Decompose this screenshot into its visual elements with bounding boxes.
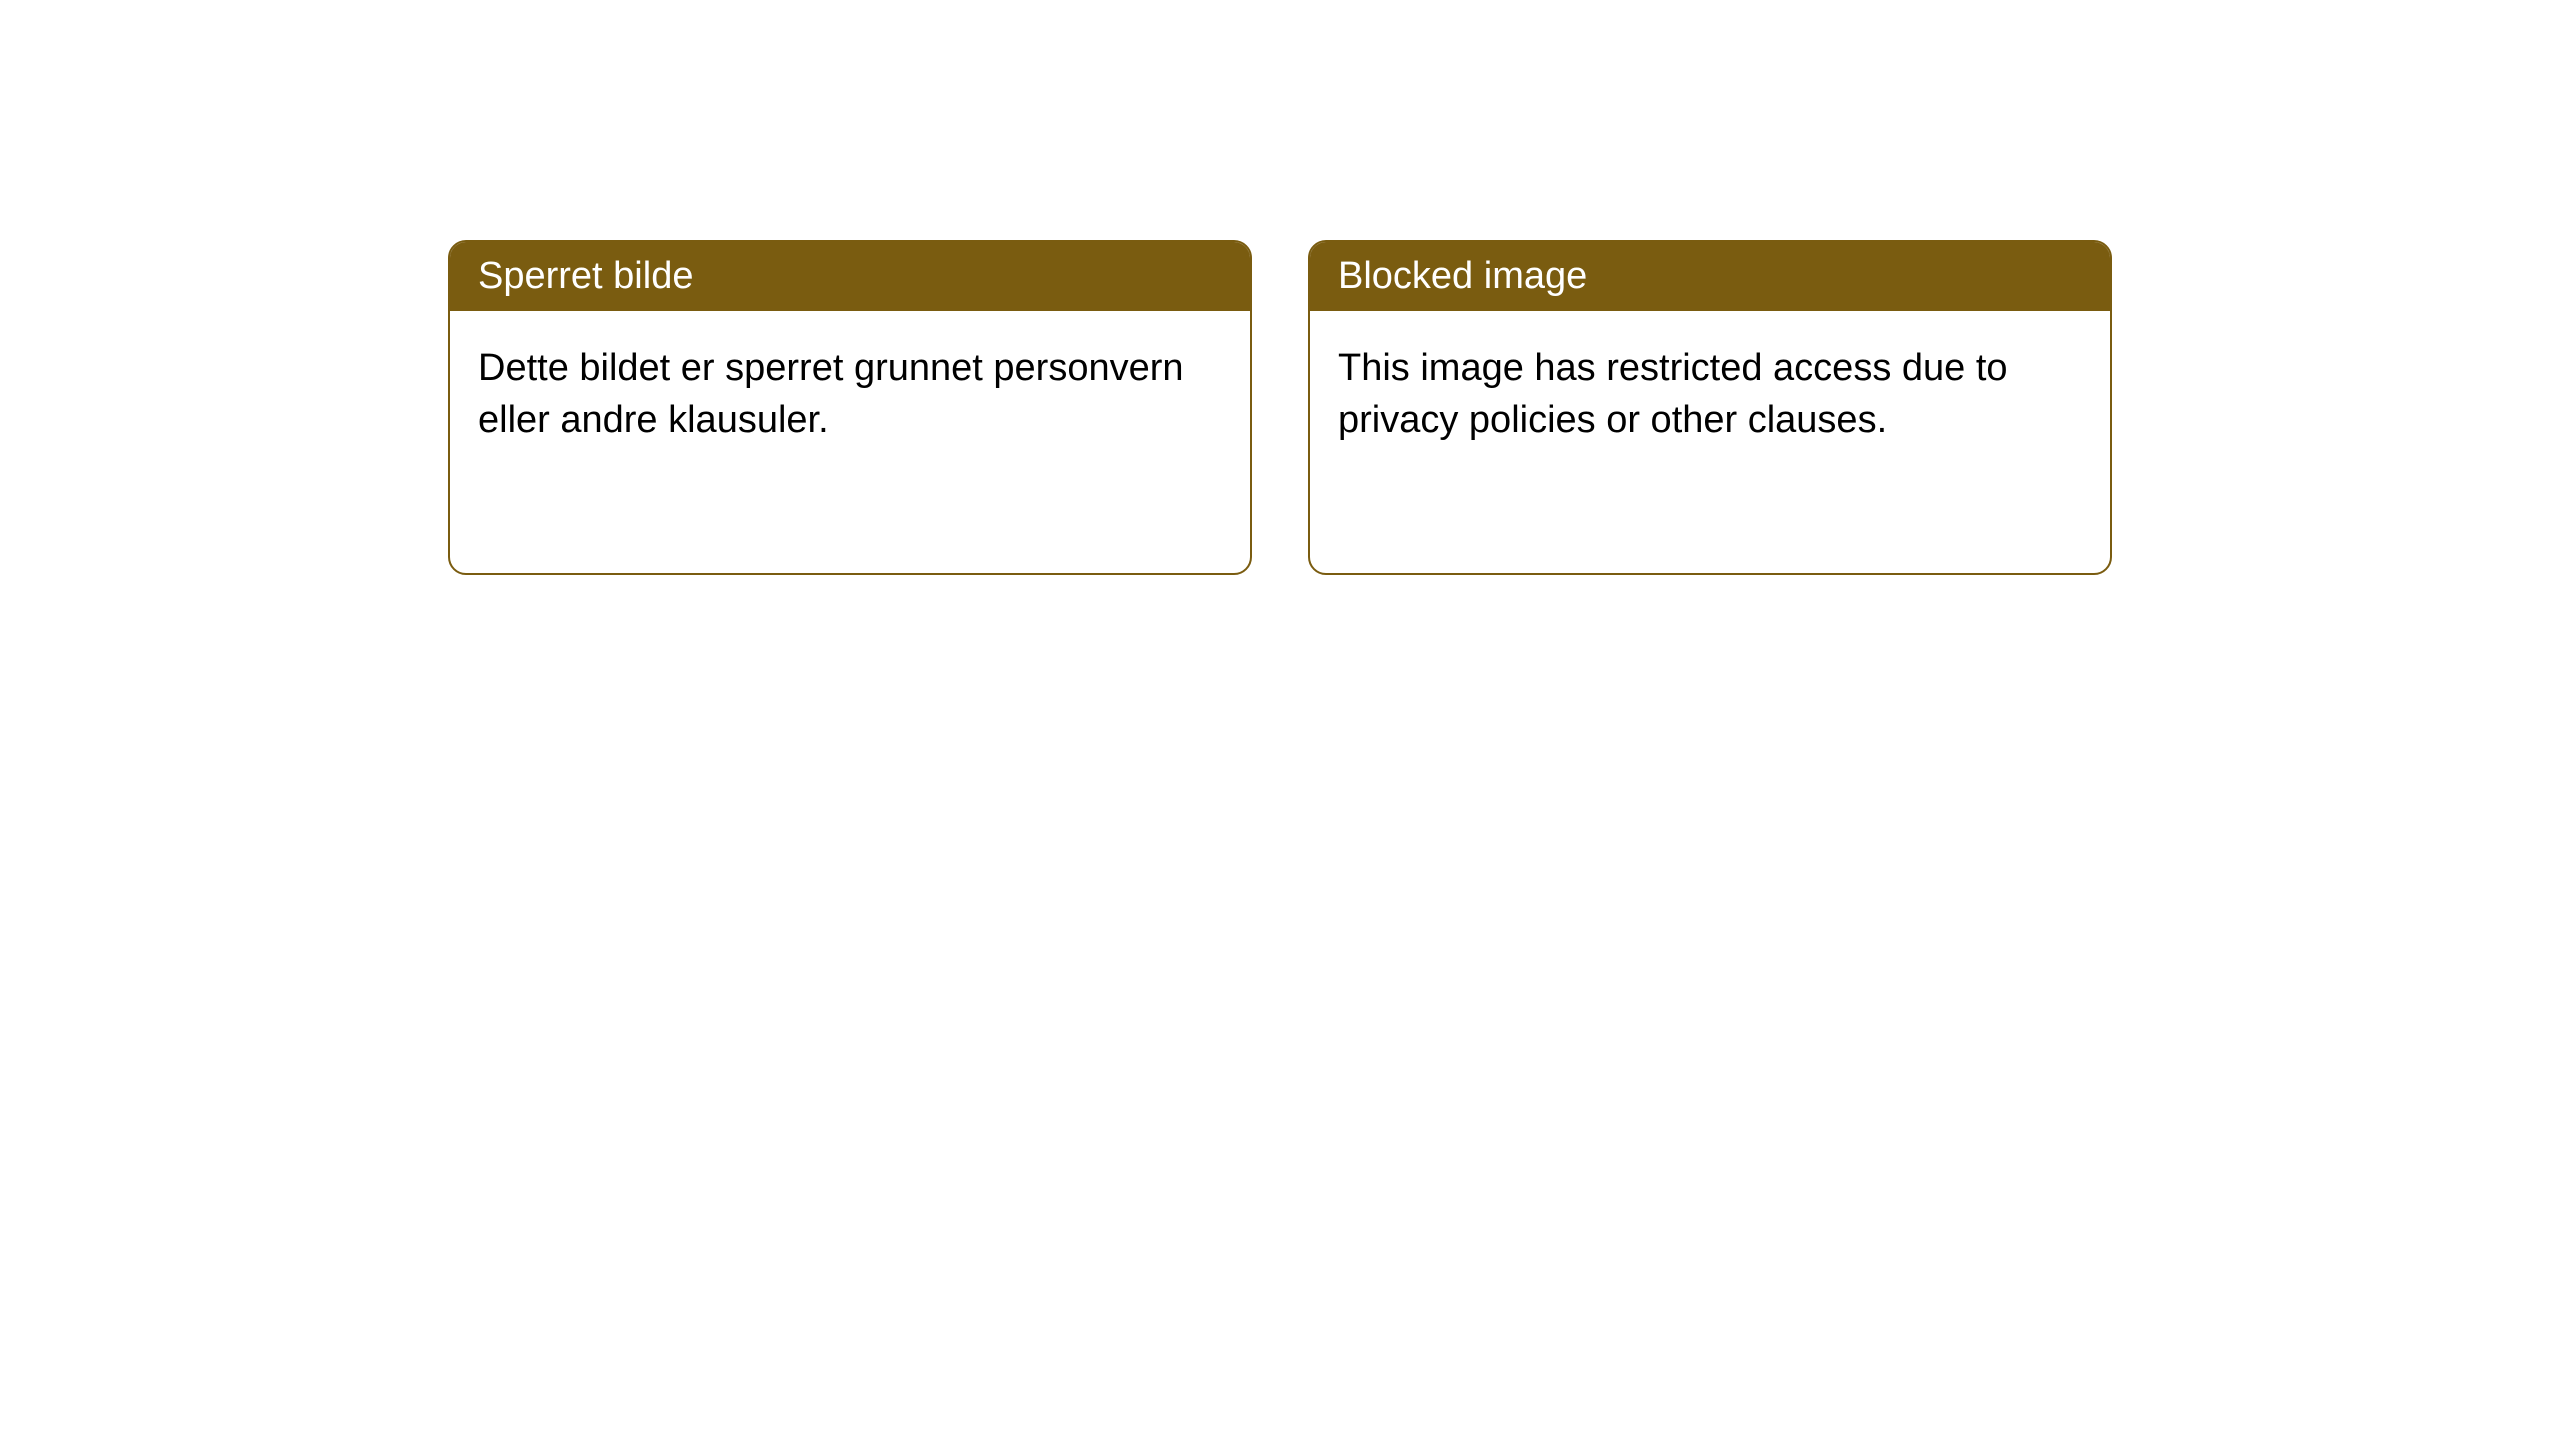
notice-header: Blocked image <box>1310 242 2110 311</box>
notice-body: This image has restricted access due to … <box>1310 311 2110 478</box>
notice-container: Sperret bilde Dette bildet er sperret gr… <box>0 0 2560 575</box>
notice-body: Dette bildet er sperret grunnet personve… <box>450 311 1250 478</box>
notice-card-english: Blocked image This image has restricted … <box>1308 240 2112 575</box>
notice-header: Sperret bilde <box>450 242 1250 311</box>
notice-card-norwegian: Sperret bilde Dette bildet er sperret gr… <box>448 240 1252 575</box>
